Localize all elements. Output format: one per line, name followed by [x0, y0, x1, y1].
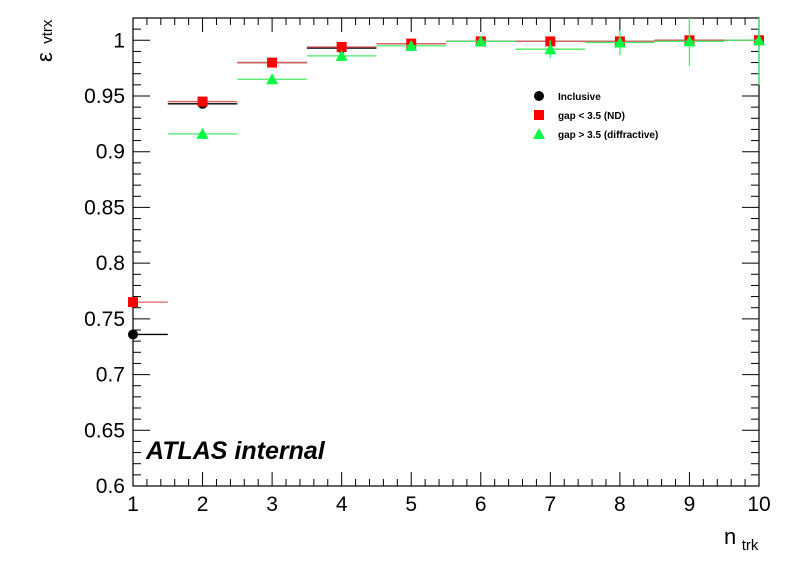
data-point-triangle — [266, 73, 279, 85]
data-point-triangle — [474, 35, 487, 47]
data-point-circle — [128, 329, 138, 340]
y-tick-label: 0.9 — [96, 141, 125, 164]
data-point-triangle — [196, 127, 209, 139]
data-point-square — [336, 41, 347, 52]
data-point-triangle — [533, 128, 545, 139]
x-axis-title: n trk — [724, 524, 759, 554]
y-tick-label: 0.7 — [96, 364, 125, 387]
y-tick-label: 0.6 — [96, 475, 125, 498]
data-point-triangle — [613, 36, 626, 48]
series-circle — [128, 35, 764, 340]
data-point-square — [267, 57, 278, 68]
axis-ticks — [132, 17, 760, 487]
x-tick-label: 6 — [475, 493, 487, 516]
series-triangle — [167, 18, 765, 139]
legend-label: Inclusive — [558, 92, 601, 103]
y-tick-label: 0.85 — [84, 196, 125, 219]
data-point-triangle — [544, 43, 557, 55]
y-tick-label: 0.95 — [84, 85, 125, 108]
plot-frame — [132, 17, 760, 487]
x-tick-label: 7 — [544, 493, 556, 516]
legend-entry: Inclusive — [534, 91, 601, 103]
data-point-triangle — [335, 49, 348, 61]
x-axis-title-main: n — [724, 524, 736, 549]
legend-entry: gap < 3.5 (ND) — [534, 110, 625, 122]
x-tick-label: 8 — [614, 493, 626, 516]
y-axis-title: ε vtrx — [32, 19, 57, 62]
y-tick-label: 0.65 — [84, 419, 125, 442]
x-axis-title-sub: trk — [742, 537, 759, 554]
svg-text:ε vtrx: ε vtrx — [32, 19, 57, 62]
y-axis-title-sub: vtrx — [39, 19, 56, 44]
atlas-annotation: ATLAS internal — [145, 437, 326, 465]
series-square — [128, 35, 764, 308]
data-point-square — [534, 110, 544, 120]
y-tick-label: 0.8 — [96, 252, 125, 275]
data-point-triangle — [683, 35, 696, 47]
x-tick-label: 3 — [266, 493, 278, 516]
legend-label: gap > 3.5 (diffractive) — [558, 130, 658, 141]
y-axis-title-main: ε — [32, 52, 57, 62]
x-tick-label: 1 — [127, 493, 139, 516]
data-point-square — [197, 96, 208, 107]
legend: Inclusive gap < 3.5 (ND) gap > 3.5 (diffra… — [533, 91, 658, 141]
x-tick-label: 2 — [197, 493, 209, 516]
x-tick-label: 10 — [747, 493, 770, 516]
y-tick-label: 1 — [113, 29, 125, 52]
data-point-triangle — [405, 39, 418, 51]
axis-tick-labels: 1 2 3 4 5 6 7 8 9 10 0.6 0.65 0.7 0.75 0.8 0.85 0.9 0.95 1 — [84, 29, 771, 516]
data-point-triangle — [753, 34, 765, 46]
x-tick-label: 9 — [684, 493, 696, 516]
data-series — [128, 18, 765, 340]
legend-entry: gap > 3.5 (diffractive) — [533, 128, 658, 141]
x-tick-label: 5 — [405, 493, 417, 516]
svg-text:n trk: n trk — [724, 524, 759, 554]
x-tick-label: 4 — [336, 493, 348, 516]
y-tick-label: 0.75 — [84, 308, 125, 331]
legend-label: gap < 3.5 (ND) — [558, 111, 625, 122]
data-point-circle — [534, 91, 544, 101]
data-point-square — [128, 297, 138, 308]
